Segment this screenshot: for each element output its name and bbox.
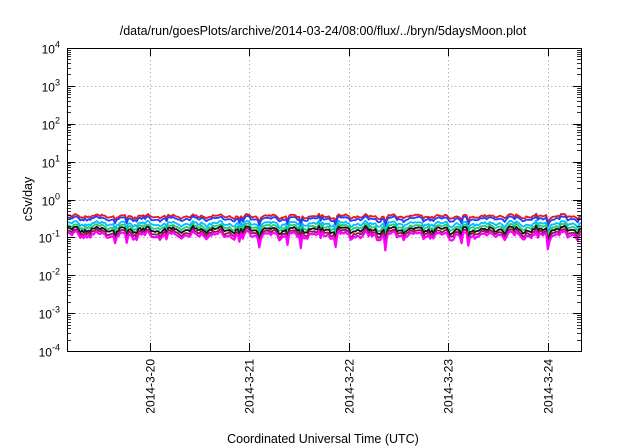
y-tick-exponent: -2 <box>52 267 60 277</box>
y-tick-exponent: 2 <box>55 116 60 126</box>
y-tick-label: 102 <box>42 116 60 133</box>
y-tick-label: 10-2 <box>39 267 60 284</box>
y-tick-exponent: 1 <box>55 154 60 164</box>
x-tick-label: 2014-3-23 <box>442 359 456 414</box>
series-line <box>66 224 582 243</box>
y-tick-exponent: 3 <box>55 78 60 88</box>
series-line <box>66 227 582 249</box>
y-tick-base: 10 <box>39 346 53 360</box>
series-line <box>66 214 581 228</box>
y-tick-base: 10 <box>42 195 56 209</box>
y-tick-exponent: 0 <box>55 192 60 202</box>
y-tick-label: 104 <box>42 40 60 57</box>
y-tick-label: 100 <box>42 192 60 209</box>
y-tick-exponent: -1 <box>52 229 60 239</box>
series-line <box>66 212 582 224</box>
series-line <box>66 229 582 252</box>
y-tick-base: 10 <box>42 81 56 95</box>
y-tick-base: 10 <box>39 232 53 246</box>
chart-title: /data/run/goesPlots/archive/2014-03-24/0… <box>120 24 527 38</box>
y-tick-base: 10 <box>39 308 53 322</box>
grid <box>67 48 581 351</box>
y-tick-base: 10 <box>42 119 56 133</box>
y-tick-exponent: 4 <box>55 40 60 50</box>
y-tick-exponent: -3 <box>52 305 60 315</box>
y-tick-label: 10-4 <box>39 343 60 360</box>
series-line <box>66 222 582 240</box>
x-tick-label: 2014-3-20 <box>144 359 158 414</box>
y-tick-label: 10-3 <box>39 305 60 322</box>
x-axis: 2014-3-20 2014-3-21 2014-3-22 2014-3-23 2014… <box>144 48 556 414</box>
y-tick-base: 10 <box>39 270 53 284</box>
y-tick-base: 10 <box>42 43 56 57</box>
series-line <box>67 219 582 234</box>
series-group <box>66 212 582 252</box>
x-tick-label: 2014-3-22 <box>343 359 357 414</box>
x-tick-label: 2014-3-24 <box>542 359 556 414</box>
y-tick-label: 10-1 <box>39 229 60 246</box>
y-tick-label: 103 <box>42 78 60 95</box>
x-tick-label: 2014-3-21 <box>243 359 257 414</box>
y-tick-label: 101 <box>42 154 60 171</box>
x-axis-title: Coordinated Universal Time (UTC) <box>227 432 419 446</box>
y-axis-title: cSv/day <box>21 176 35 221</box>
y-tick-base: 10 <box>42 157 56 171</box>
y-tick-exponent: -4 <box>52 343 60 353</box>
